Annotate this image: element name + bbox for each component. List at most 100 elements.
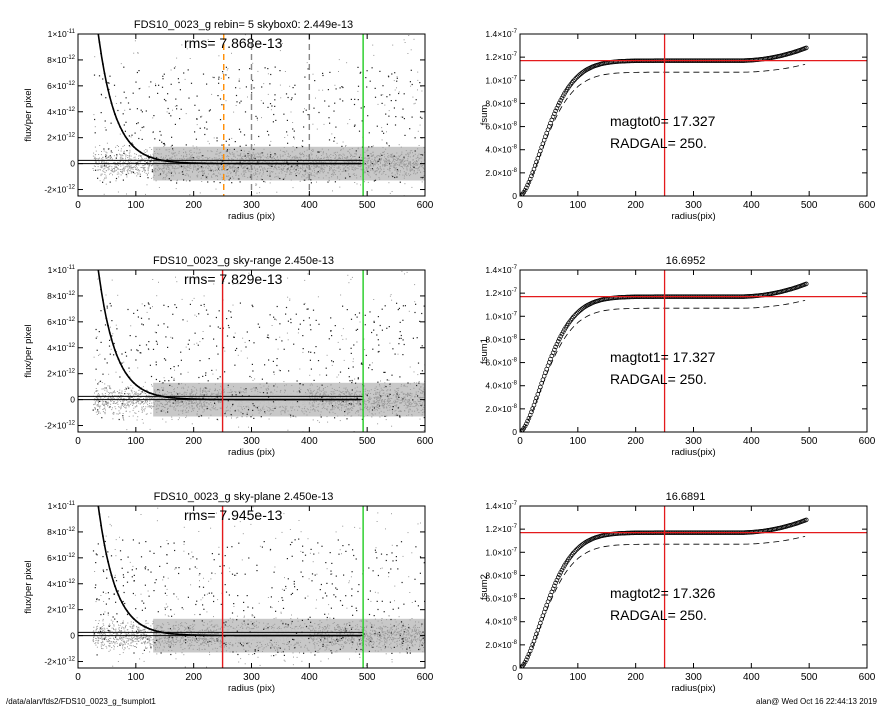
profile-point <box>119 126 122 128</box>
outlier-point <box>131 134 133 136</box>
outlier-point <box>253 148 255 151</box>
data-point <box>132 405 134 406</box>
profile-point <box>95 14 97 16</box>
outlier-point <box>154 138 156 140</box>
data-point <box>152 153 154 155</box>
data-point <box>104 177 106 179</box>
outlier-point <box>245 144 247 146</box>
data-point <box>132 161 134 163</box>
data-point <box>142 154 144 156</box>
outlier-point <box>317 151 319 153</box>
data-point <box>101 165 103 167</box>
growth-curve-point <box>575 74 580 80</box>
data-point <box>248 272 250 274</box>
outlier-point <box>304 179 306 181</box>
data-point <box>141 157 143 159</box>
outlier-point <box>104 120 106 122</box>
outlier-point <box>244 155 246 157</box>
data-point <box>124 389 126 390</box>
data-point <box>155 180 157 182</box>
data-point <box>345 145 346 147</box>
data-point <box>105 151 107 153</box>
data-point <box>211 93 213 95</box>
data-point <box>127 386 129 388</box>
data-point <box>119 160 121 162</box>
outlier-point <box>216 140 218 142</box>
data-point <box>121 154 123 156</box>
data-point <box>221 89 223 91</box>
data-point <box>419 124 421 126</box>
data-point <box>132 415 134 417</box>
outlier-point <box>136 108 138 110</box>
data-point <box>109 165 111 167</box>
data-point <box>103 168 105 170</box>
data-point <box>114 168 115 169</box>
outlier-point <box>274 153 276 155</box>
outlier-point <box>409 81 411 83</box>
data-point <box>102 403 104 405</box>
data-point <box>151 165 153 167</box>
data-point <box>131 162 133 164</box>
outlier-point <box>213 181 215 183</box>
outlier-point <box>273 113 275 116</box>
outlier-point <box>194 131 196 133</box>
outlier-point <box>354 124 356 126</box>
y-tick-label: 6.0×10-8 <box>485 122 517 132</box>
data-point <box>384 104 386 106</box>
data-point <box>150 161 152 163</box>
data-point <box>111 399 113 401</box>
outlier-point <box>391 73 393 75</box>
data-point <box>151 177 153 179</box>
data-point <box>112 418 114 420</box>
data-point <box>126 405 128 407</box>
data-point <box>117 163 119 165</box>
data-point <box>112 398 114 399</box>
data-point <box>104 389 106 391</box>
data-point <box>113 391 115 393</box>
x-tick-label: 600 <box>417 200 434 211</box>
data-point <box>289 298 291 300</box>
x-tick-label: 100 <box>569 200 586 211</box>
outlier-point <box>94 118 96 121</box>
data-point <box>141 158 143 160</box>
data-point <box>302 351 304 353</box>
data-point <box>126 164 128 166</box>
data-point <box>138 390 140 391</box>
outlier-point <box>140 155 142 157</box>
outlier-point <box>218 76 220 78</box>
profile-point <box>121 129 123 132</box>
data-point <box>131 171 133 173</box>
data-point <box>137 173 139 175</box>
data-point <box>152 397 153 398</box>
data-point <box>147 159 149 161</box>
data-point <box>120 150 122 152</box>
data-point <box>268 418 270 420</box>
data-point <box>148 395 150 397</box>
outlier-point <box>228 77 230 79</box>
data-point <box>208 143 210 145</box>
outlier-point <box>279 177 281 180</box>
outlier-point <box>107 82 109 84</box>
outlier-point <box>269 144 271 146</box>
data-point <box>256 183 258 185</box>
outlier-point <box>374 179 377 181</box>
outlier-point <box>216 137 218 139</box>
growth-curve-point <box>555 103 561 108</box>
data-point <box>128 415 130 417</box>
data-point <box>106 389 108 391</box>
data-point <box>149 164 151 165</box>
data-point <box>105 165 107 167</box>
data-point <box>122 164 124 166</box>
data-point <box>155 83 156 85</box>
data-point <box>133 166 135 168</box>
data-point <box>414 301 416 303</box>
outlier-point <box>113 84 116 86</box>
outlier-point <box>102 78 104 80</box>
outlier-point <box>176 182 178 184</box>
data-point <box>248 426 249 428</box>
data-point <box>129 166 131 168</box>
data-point <box>130 166 132 168</box>
data-point <box>235 105 237 106</box>
data-point <box>326 416 328 418</box>
outlier-point <box>233 170 235 172</box>
